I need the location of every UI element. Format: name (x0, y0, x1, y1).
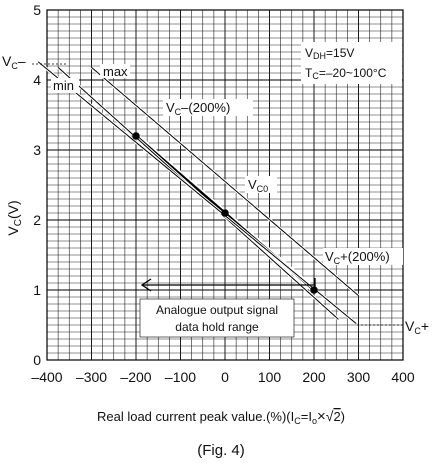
x-tick-label: –100 (165, 369, 196, 385)
x-tick-label: 400 (391, 369, 415, 385)
y-axis-label: VC(V) (5, 200, 24, 235)
hold-range-box (139, 298, 295, 338)
vc-200-neg-bg (163, 99, 253, 116)
x-axis-label: Real load current peak value.(%)(IC=Io×√… (97, 408, 345, 426)
min-label-bg (51, 78, 79, 93)
data-point (132, 132, 140, 140)
min-label: min (53, 78, 74, 93)
condition-tc: TC=–20~100°C (305, 66, 387, 81)
figure-caption: (Fig. 4) (197, 442, 245, 459)
x-tick-label: –300 (76, 369, 107, 385)
conditions-box (301, 42, 402, 84)
hold-range-arrow (140, 278, 316, 292)
hold-range-line2: data hold range (175, 320, 259, 334)
max-label-bg (100, 64, 130, 78)
data-point (221, 209, 229, 217)
data-point (310, 286, 318, 294)
x-tick-label: 200 (302, 369, 326, 385)
hold-range-line1: Analogue output signal (156, 303, 278, 317)
x-tick-label: 0 (221, 369, 229, 385)
vc-minus-label: VC– (2, 53, 26, 71)
tick-labels: –400 –300 –200 –100 0 100 200 300 400 0 1 2 3 4 5 (31, 2, 414, 385)
vc-200-pos-label: VC+(200%) (325, 249, 390, 266)
x-tick-label: 100 (258, 369, 282, 385)
x-tick-label: –200 (120, 369, 151, 385)
y-tick-label: 0 (33, 352, 41, 368)
y-tick-label: 4 (33, 72, 41, 88)
vc-200-pos-bg (323, 248, 403, 265)
x-tick-label: –400 (31, 369, 62, 385)
series-line-max (91, 67, 359, 296)
y-tick-label: 3 (33, 142, 41, 158)
vc-200-neg-label: VC–(200%) (166, 100, 230, 117)
condition-vdh: VDH=15V (305, 46, 354, 61)
vc0-label: VC0 (248, 177, 268, 194)
y-tick-label: 2 (33, 212, 41, 228)
y-tick-label: 1 (33, 282, 41, 298)
x-tick-label: 300 (347, 369, 371, 385)
plot-border (46, 9, 404, 361)
vc0-bg (245, 176, 277, 193)
points-layer (132, 132, 318, 294)
y-tick-label: 5 (33, 2, 41, 18)
series-line-line-3 (37, 61, 357, 324)
vc-plus-label: VC+ (405, 318, 429, 336)
max-label: max (103, 64, 128, 79)
